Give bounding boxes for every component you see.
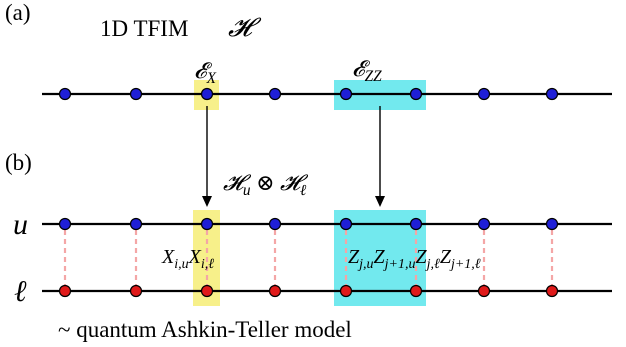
panel-b-tag: (b) <box>5 150 32 175</box>
lower-site-1 <box>129 284 143 298</box>
hamiltonian-symbol: 𝓗 <box>228 13 262 42</box>
panel-a-tag: (a) <box>5 0 31 25</box>
chain-a-site-3 <box>268 87 282 101</box>
lower-site-6 <box>477 284 491 298</box>
zz-coupling-label: Zj,uZj+1,uZj,ℓZj+1,ℓ <box>348 246 481 272</box>
chain-a-site-4 <box>339 87 353 101</box>
lower-site-3 <box>268 284 282 298</box>
upper-site-0 <box>58 217 72 231</box>
chain-a-site-6 <box>477 87 491 101</box>
product-space-label: 𝓗u ⊗ 𝓗ℓ <box>223 170 309 199</box>
chain-a-site-7 <box>545 87 559 101</box>
lower-site-5 <box>409 284 423 298</box>
zz-term-arrowhead <box>375 196 385 207</box>
upper-site-5 <box>409 217 423 231</box>
chain-a-sites <box>58 87 559 101</box>
lower-site-2 <box>200 284 214 298</box>
chain-a-site-0 <box>58 87 72 101</box>
x-term-label: 𝓔X <box>194 58 217 87</box>
upper-site-3 <box>268 217 282 231</box>
rungs <box>63 230 554 285</box>
lower-chain-label: ℓ <box>14 275 27 308</box>
zz-term-label: 𝓔ZZ <box>352 56 382 85</box>
lower-site-7 <box>545 284 559 298</box>
model-caption: ~ quantum Ashkin-Teller model <box>58 317 352 342</box>
upper-chain-sites <box>58 217 559 231</box>
upper-site-2 <box>200 217 214 231</box>
upper-site-6 <box>477 217 491 231</box>
chain-a-site-1 <box>129 87 143 101</box>
chain-a-site-5 <box>409 87 423 101</box>
x-term-arrowhead <box>202 196 212 207</box>
lower-site-4 <box>339 284 353 298</box>
lower-chain-sites <box>58 284 559 298</box>
upper-site-7 <box>545 217 559 231</box>
panel-a-title: 1D TFIM <box>100 16 188 41</box>
x-coupling-label: Xi,uXi,ℓ <box>161 246 214 272</box>
upper-site-4 <box>339 217 353 231</box>
chain-a-site-2 <box>200 87 214 101</box>
upper-chain-label: u <box>13 208 28 241</box>
upper-site-1 <box>129 217 143 231</box>
lower-site-0 <box>58 284 72 298</box>
